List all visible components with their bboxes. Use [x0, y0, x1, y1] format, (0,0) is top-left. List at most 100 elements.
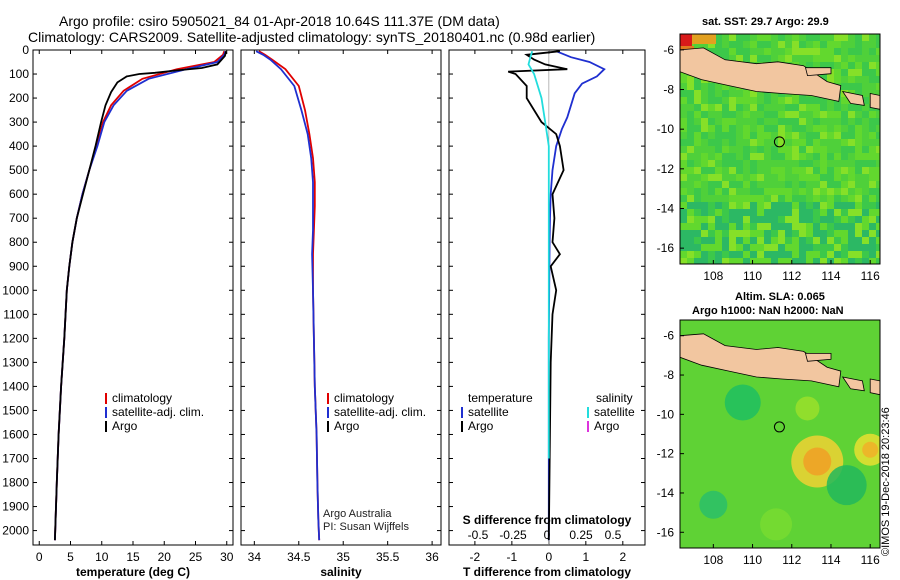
y-tick-label: 1500	[2, 403, 29, 417]
x-tick-label: 2	[619, 550, 626, 564]
x-tick-label: 1	[582, 550, 589, 564]
y-tick-label: 1900	[2, 500, 29, 514]
land-mass	[804, 67, 832, 77]
legend-entry-label: satellite-adj. clim.	[112, 405, 204, 419]
x-tick-label: 35	[337, 550, 351, 564]
legend-entry-label: satellite-adj. clim.	[334, 405, 426, 419]
map-x-tick-label: 110	[743, 553, 762, 567]
map-y-tick-label: -12	[657, 447, 675, 461]
sla-map-subtitle: Argo h1000: NaN h2000: NaN	[692, 305, 844, 317]
y-tick-label: 1400	[2, 379, 29, 393]
x-axis-label: T difference from climatology	[463, 565, 631, 579]
map-x-tick-label: 116	[861, 553, 880, 567]
figure-title-line1: Argo profile: csiro 5905021_84 01-Apr-20…	[59, 13, 500, 29]
x-tick-label: 0	[36, 550, 43, 564]
map-frame	[679, 33, 881, 265]
land-mass	[841, 376, 865, 392]
series-line-satellite-adj-clim-	[54, 50, 227, 541]
series-line-temperature-satellite	[547, 50, 606, 541]
panel-annotation: Argo Australia	[323, 508, 392, 520]
profile-panel-3: -2 -1 0 1 2T difference from climatology	[448, 49, 646, 579]
map-x-tick-label: 114	[821, 553, 840, 567]
y-tick-label: 1200	[2, 331, 29, 345]
map-x-tick-label: 114	[821, 269, 840, 283]
profile-panel-2: 34 34.5 35 35.5 36 salinity	[240, 49, 442, 579]
legend-panel-3: temperature salinitysatelliteArgosatellit…	[461, 391, 635, 542]
map-y-tick-label: -12	[657, 162, 675, 176]
map-y-tick-label: -6	[663, 329, 674, 343]
x-tick-label: 34.5	[287, 550, 311, 564]
land-mass	[804, 352, 832, 362]
y-tick-label: 1000	[2, 283, 29, 297]
x-tick-label: 10	[95, 550, 109, 564]
land-mass	[869, 378, 880, 396]
map-y-tick-label: -14	[657, 201, 675, 215]
y-tick-label: 200	[9, 91, 29, 105]
x-tick-label: 25	[189, 550, 203, 564]
y-tick-label: 700	[9, 211, 29, 225]
legend-entry-label: climatology	[334, 391, 394, 405]
secondary-x-tick-label: -0.5	[468, 528, 489, 542]
map-y-tick-label: -8	[663, 83, 674, 97]
x-axis-label: salinity	[320, 565, 362, 579]
legend-entry-label: satellite	[594, 405, 635, 419]
map-y-tick-label: -14	[657, 486, 675, 500]
y-tick-label: 100	[9, 67, 29, 81]
land-mass	[680, 47, 842, 102]
panel-annotation: PI: Susan Wijffels	[323, 521, 409, 533]
panel-frame	[32, 49, 234, 546]
y-tick-label: 600	[9, 187, 29, 201]
map-x-tick-label: 110	[743, 269, 762, 283]
y-tick-label: 2000	[2, 524, 29, 538]
secondary-x-tick-label: 0	[544, 528, 551, 542]
series-line-satellite-adj-clim-	[255, 50, 321, 541]
argo-position-marker	[773, 421, 785, 433]
secondary-x-tick-label: -0.25	[499, 528, 527, 542]
map-x-tick-label: 112	[782, 553, 801, 567]
secondary-x-tick-label: 0.25	[569, 528, 593, 542]
map-y-tick-label: -6	[663, 43, 674, 57]
x-tick-label: 5	[67, 550, 74, 564]
panel-frame	[448, 49, 646, 546]
secondary-x-axis-label: S difference from climatology	[463, 513, 632, 527]
series-line-salinity-satellite	[527, 50, 550, 459]
y-tick-label: 0	[22, 43, 29, 57]
y-tick-label: 1600	[2, 427, 29, 441]
y-tick-label: 300	[9, 115, 29, 129]
series-line-climatology	[258, 50, 321, 541]
x-tick-label: 35.5	[376, 550, 400, 564]
x-tick-label: 36	[425, 550, 439, 564]
map-y-tick-label: -10	[657, 122, 675, 136]
land-mass	[869, 93, 880, 110]
land-mass	[841, 90, 865, 106]
x-tick-label: 34	[248, 550, 262, 564]
legend-entry-label: Argo	[594, 419, 620, 433]
imos-timestamp: ©IMOS 19-Dec-2018 20:23:46	[880, 407, 892, 556]
y-tick-label: 900	[9, 259, 29, 273]
y-tick-label: 1800	[2, 476, 29, 490]
legend-title: temperature	[468, 391, 533, 405]
secondary-x-tick-label: 0.5	[605, 528, 622, 542]
x-tick-label: -1	[507, 550, 518, 564]
x-tick-label: -2	[470, 550, 481, 564]
profile-panel-1: 0100200300400500600700800900100011001200…	[2, 43, 233, 579]
y-tick-label: 1100	[3, 307, 29, 321]
y-tick-label: 500	[9, 163, 29, 177]
map-y-tick-label: -8	[663, 368, 674, 382]
sst-map-title: sat. SST: 29.7 Argo: 29.9	[702, 16, 829, 28]
x-tick-label: 30	[220, 550, 234, 564]
y-tick-label: 1300	[2, 355, 29, 369]
argo-position-marker	[773, 136, 785, 148]
map-y-tick-label: -10	[657, 407, 675, 421]
map-x-tick-label: 108	[703, 553, 723, 567]
legend-entry-label: Argo	[112, 419, 138, 433]
y-tick-label: 800	[9, 235, 29, 249]
legend-entry-label: Argo	[334, 419, 360, 433]
legend-entry-label: climatology	[112, 391, 172, 405]
x-tick-label: 20	[158, 550, 172, 564]
map-y-tick-label: -16	[657, 525, 675, 539]
x-tick-label: 15	[126, 550, 140, 564]
